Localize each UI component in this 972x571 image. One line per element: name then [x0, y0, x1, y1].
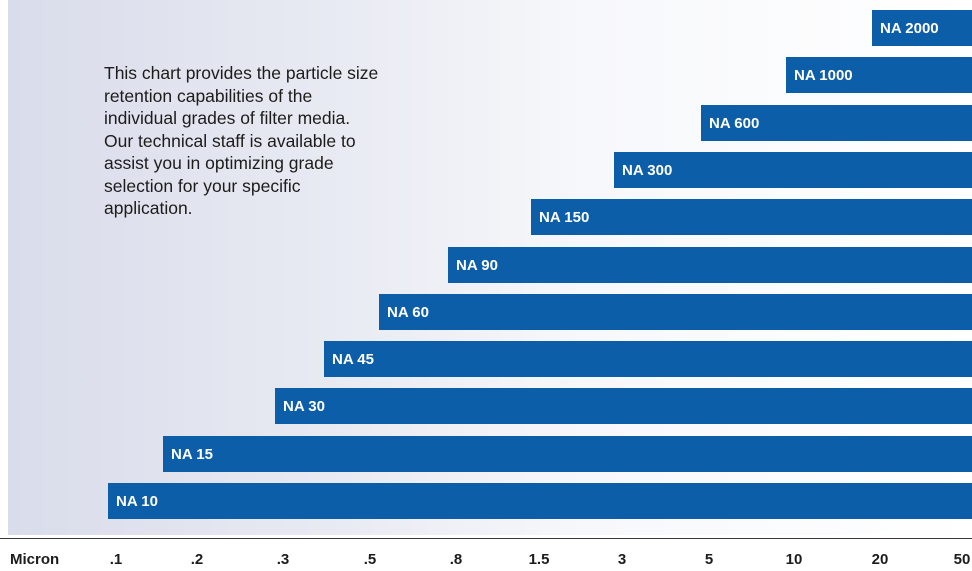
bar-label: NA 2000: [880, 19, 939, 37]
x-tick-label: 20: [871, 551, 889, 568]
bar-label: NA 60: [387, 303, 429, 321]
x-tick-label: .8: [449, 551, 463, 568]
x-tick-label: .1: [109, 551, 123, 568]
bar: NA 10: [108, 483, 972, 519]
x-tick-label: 10: [785, 551, 803, 568]
bar: NA 150: [531, 199, 972, 235]
bar-label: NA 45: [332, 350, 374, 368]
bar: NA 90: [448, 247, 972, 283]
bar: NA 60: [379, 294, 972, 330]
bar-label: NA 300: [622, 161, 673, 179]
x-tick-label: 5: [704, 551, 714, 568]
bar-label: NA 10: [116, 492, 158, 510]
bar: NA 45: [324, 341, 972, 377]
chart-description: This chart provides the particle size re…: [104, 63, 379, 218]
x-axis-line: [0, 538, 972, 539]
bar-label: NA 600: [709, 114, 760, 132]
x-tick-label: 1.5: [528, 551, 550, 568]
bar: NA 30: [275, 388, 972, 424]
bar: NA 2000: [872, 10, 972, 46]
bar-label: NA 15: [171, 445, 213, 463]
bar-label: NA 1000: [794, 66, 853, 84]
bar: NA 300: [614, 152, 972, 188]
x-tick-label: 3: [617, 551, 627, 568]
bars-container: NA 2000 NA 1000 NA 600 NA 300 NA 150 NA 90 NA …: [108, 10, 972, 519]
bar-label: NA 30: [283, 397, 325, 415]
bar: NA 15: [163, 436, 972, 472]
bar: NA 1000: [786, 57, 972, 93]
x-tick-label: .3: [276, 551, 290, 568]
x-axis-title: Micron: [10, 551, 60, 568]
x-tick-label: .5: [363, 551, 377, 568]
x-tick-label: .2: [190, 551, 204, 568]
bar-label: NA 90: [456, 256, 498, 274]
bar: NA 600: [701, 105, 972, 141]
x-tick-label: 50: [953, 551, 971, 568]
bar-label: NA 150: [539, 208, 590, 226]
